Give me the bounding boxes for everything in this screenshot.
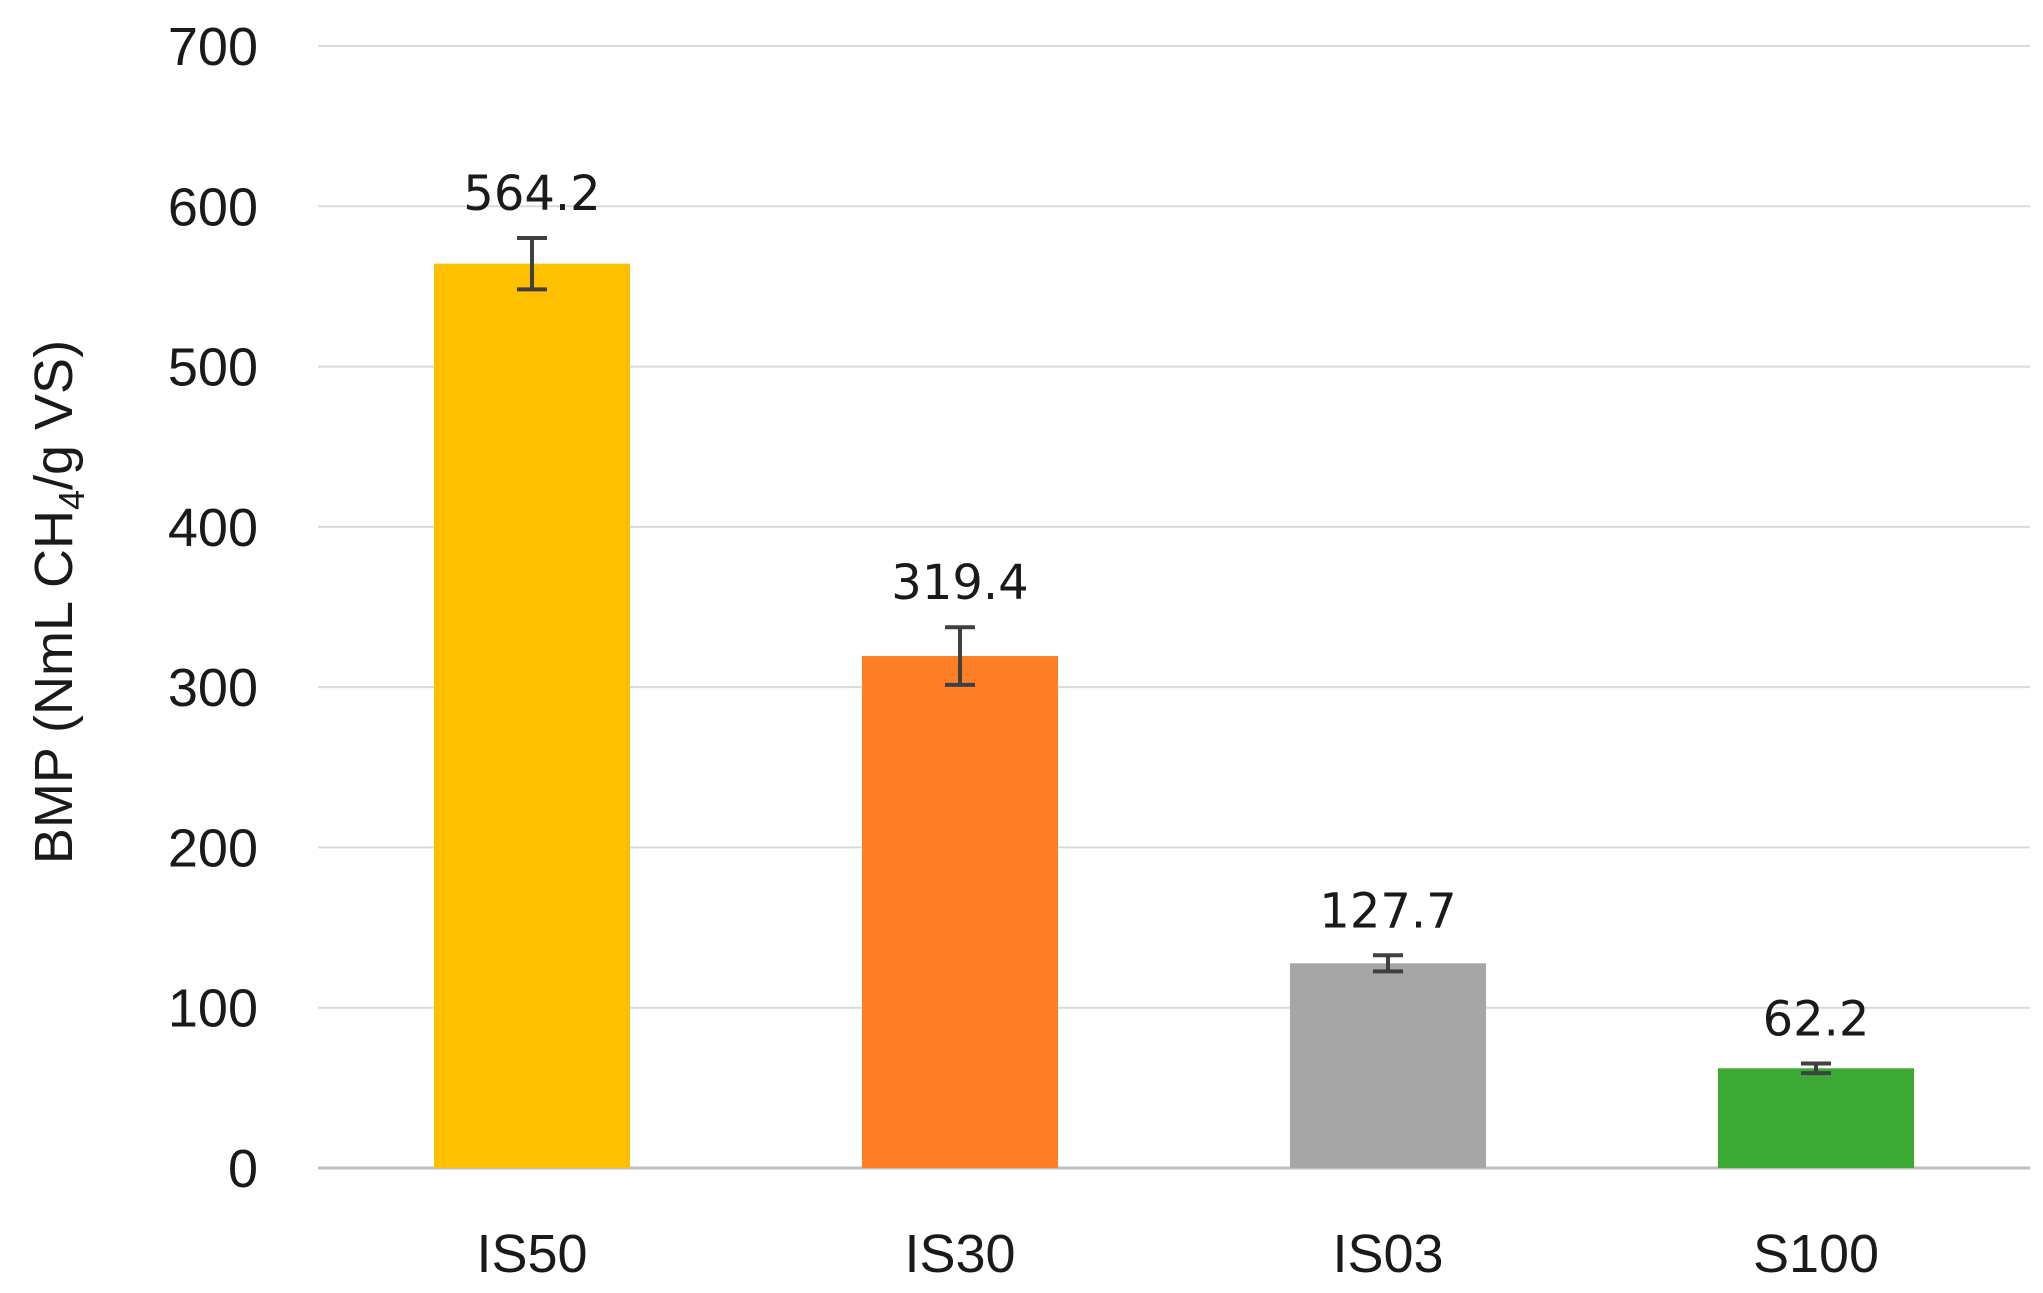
error-bars: [517, 236, 1831, 1076]
data-labels: 564.2 319.4 127.7 62.2: [463, 166, 1869, 1047]
x-axis-category-labels: IS50 IS30 IS03 S100: [476, 1224, 1879, 1284]
y-axis-title-unit: /g VS): [24, 340, 84, 490]
y-axis-tick-labels: 0 100 200 300 400 500 600 700: [168, 17, 258, 1199]
y-tick-label-400: 400: [168, 498, 258, 558]
y-tick-label-100: 100: [168, 979, 258, 1039]
bar-is50: [434, 263, 630, 1169]
y-tick-label-600: 600: [168, 177, 258, 237]
data-label-is30: 319.4: [891, 555, 1028, 611]
y-tick-label-500: 500: [168, 338, 258, 398]
bar-s100: [1718, 1068, 1914, 1168]
y-axis-title-subscript: 4: [51, 490, 92, 510]
error-bar-is50: [517, 236, 547, 292]
bar-is30: [862, 656, 1058, 1168]
data-label-s100: 62.2: [1763, 991, 1870, 1047]
x-tick-label-is30: IS30: [904, 1224, 1015, 1284]
bars: [434, 263, 1914, 1169]
bar-is03: [1290, 963, 1486, 1168]
x-tick-label-is50: IS50: [476, 1224, 587, 1284]
y-axis-title-main: BMP (NmL CH: [24, 510, 84, 864]
error-bar-is30: [945, 625, 975, 687]
y-tick-label-700: 700: [168, 17, 258, 77]
y-tick-label-300: 300: [168, 658, 258, 718]
y-tick-label-0: 0: [228, 1139, 258, 1199]
y-axis-title: BMP (NmL CH4/g VS): [24, 340, 92, 864]
error-bar-s100: [1801, 1061, 1831, 1076]
error-bar-is03: [1373, 953, 1403, 974]
x-tick-label-is03: IS03: [1332, 1224, 1443, 1284]
y-tick-label-200: 200: [168, 818, 258, 878]
data-label-is03: 127.7: [1319, 883, 1456, 939]
data-label-is50: 564.2: [463, 166, 600, 222]
x-tick-label-s100: S100: [1753, 1224, 1879, 1284]
